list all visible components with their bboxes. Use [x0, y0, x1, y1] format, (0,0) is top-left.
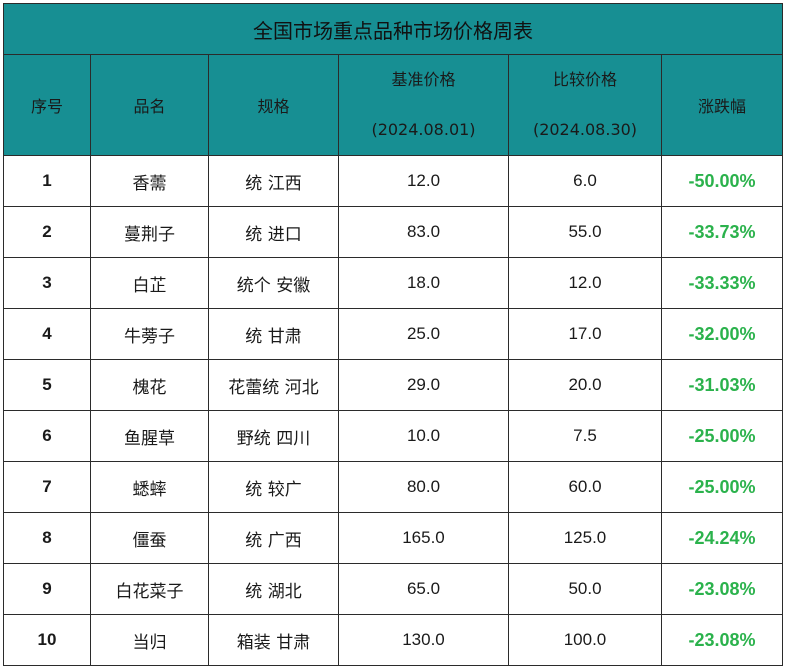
- row-change: -23.08%: [660, 614, 784, 666]
- row-name: 香薷: [90, 155, 209, 207]
- price-table: 全国市场重点品种市场价格周表 序号 品名 规格 基准价格 (2024.08.01…: [2, 3, 784, 666]
- row-name: 牛蒡子: [90, 308, 209, 360]
- row-base-price: 83.0: [338, 206, 509, 258]
- row-index: 10: [3, 614, 91, 666]
- row-compare-price: 55.0: [508, 206, 662, 258]
- row-base-price: 65.0: [338, 563, 509, 615]
- row-compare-price: 17.0: [508, 308, 662, 360]
- row-base-price: 10.0: [338, 410, 509, 462]
- row-index: 6: [3, 410, 91, 462]
- row-index: 2: [3, 206, 91, 258]
- table-row: 5 槐花 花蕾统 河北 29.0 20.0 -31.03%: [3, 359, 784, 411]
- header-change: 涨跌幅: [660, 54, 784, 156]
- header-index: 序号: [3, 54, 91, 156]
- row-name: 槐花: [90, 359, 209, 411]
- table-row: 2 蔓荆子 统 进口 83.0 55.0 -33.73%: [3, 206, 784, 258]
- row-change: -50.00%: [660, 155, 784, 207]
- header-name: 品名: [90, 54, 209, 156]
- row-base-price: 80.0: [338, 461, 509, 513]
- row-change: -33.33%: [660, 257, 784, 309]
- row-base-price: 130.0: [338, 614, 509, 666]
- row-spec: 统 甘肃: [208, 308, 339, 360]
- row-change: -23.08%: [660, 563, 784, 615]
- row-spec: 统 广西: [208, 512, 339, 564]
- row-compare-price: 20.0: [508, 359, 662, 411]
- row-index: 9: [3, 563, 91, 615]
- table-row: 7 蟋蟀 统 较广 80.0 60.0 -25.00%: [3, 461, 784, 513]
- table-row: 1 香薷 统 江西 12.0 6.0 -50.00%: [3, 155, 784, 207]
- row-name: 鱼腥草: [90, 410, 209, 462]
- table-row: 8 僵蚕 统 广西 165.0 125.0 -24.24%: [3, 512, 784, 564]
- row-name: 僵蚕: [90, 512, 209, 564]
- row-compare-price: 100.0: [508, 614, 662, 666]
- row-compare-price: 12.0: [508, 257, 662, 309]
- row-change: -32.00%: [660, 308, 784, 360]
- row-base-price: 12.0: [338, 155, 509, 207]
- table-row: 6 鱼腥草 野统 四川 10.0 7.5 -25.00%: [3, 410, 784, 462]
- row-base-price: 25.0: [338, 308, 509, 360]
- row-spec: 统 进口: [208, 206, 339, 258]
- row-index: 8: [3, 512, 91, 564]
- row-spec: 统 湖北: [208, 563, 339, 615]
- header-compare-date: (2024.08.30): [532, 120, 638, 139]
- row-spec: 箱装 甘肃: [208, 614, 339, 666]
- row-compare-price: 60.0: [508, 461, 662, 513]
- header-base-date: (2024.08.01): [371, 120, 476, 139]
- table-row: 10 当归 箱装 甘肃 130.0 100.0 -23.08%: [3, 614, 784, 666]
- row-name: 白芷: [90, 257, 209, 309]
- row-spec: 野统 四川: [208, 410, 339, 462]
- row-change: -25.00%: [660, 461, 784, 513]
- row-change: -24.24%: [660, 512, 784, 564]
- row-name: 当归: [90, 614, 209, 666]
- row-compare-price: 125.0: [508, 512, 662, 564]
- row-name: 蔓荆子: [90, 206, 209, 258]
- row-spec: 统 较广: [208, 461, 339, 513]
- row-index: 7: [3, 461, 91, 513]
- header-base-price: 基准价格 (2024.08.01): [338, 54, 509, 156]
- row-compare-price: 7.5: [508, 410, 662, 462]
- row-index: 4: [3, 308, 91, 360]
- row-base-price: 18.0: [338, 257, 509, 309]
- header-compare-price: 比较价格 (2024.08.30): [508, 54, 662, 156]
- header-row: 序号 品名 规格 基准价格 (2024.08.01) 比较价格 (2024.08…: [3, 54, 784, 156]
- row-base-price: 165.0: [338, 512, 509, 564]
- table-row: 9 白花菜子 统 湖北 65.0 50.0 -23.08%: [3, 563, 784, 615]
- row-name: 白花菜子: [90, 563, 209, 615]
- row-compare-price: 6.0: [508, 155, 662, 207]
- table-row: 4 牛蒡子 统 甘肃 25.0 17.0 -32.00%: [3, 308, 784, 360]
- row-change: -25.00%: [660, 410, 784, 462]
- row-spec: 统 江西: [208, 155, 339, 207]
- row-spec: 花蕾统 河北: [208, 359, 339, 411]
- row-spec: 统个 安徽: [208, 257, 339, 309]
- header-spec: 规格: [208, 54, 339, 156]
- header-base-price-label: 基准价格: [391, 70, 456, 89]
- table-title: 全国市场重点品种市场价格周表: [2, 3, 784, 55]
- row-base-price: 29.0: [338, 359, 509, 411]
- row-change: -33.73%: [660, 206, 784, 258]
- row-index: 3: [3, 257, 91, 309]
- row-compare-price: 50.0: [508, 563, 662, 615]
- row-index: 5: [3, 359, 91, 411]
- table-row: 3 白芷 统个 安徽 18.0 12.0 -33.33%: [3, 257, 784, 309]
- header-compare-price-label: 比较价格: [552, 70, 617, 89]
- row-change: -31.03%: [660, 359, 784, 411]
- row-index: 1: [3, 155, 91, 207]
- row-name: 蟋蟀: [90, 461, 209, 513]
